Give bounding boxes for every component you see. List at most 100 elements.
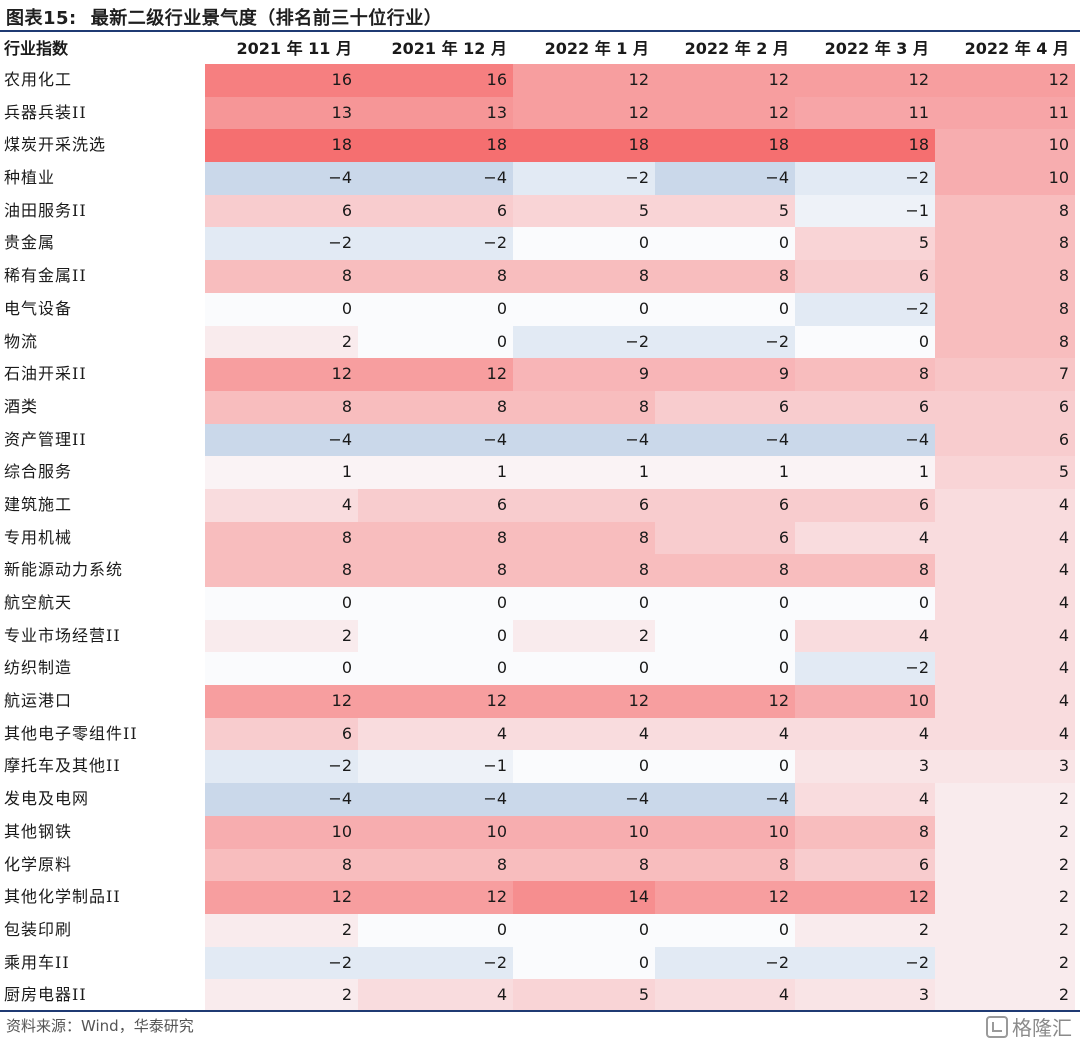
heat-cell: 0 xyxy=(358,652,513,686)
heat-cell: −4 xyxy=(205,162,358,195)
heat-cell: 4 xyxy=(935,685,1075,718)
heat-cell: 3 xyxy=(795,750,935,784)
heat-cell: 0 xyxy=(358,913,513,947)
heat-cell: 6 xyxy=(205,194,358,228)
heat-cell: 4 xyxy=(795,783,935,816)
table-row: 油田服务II 6 6 5 5 −1 8 xyxy=(0,194,1080,228)
heat-cell: −4 xyxy=(655,423,795,457)
heat-cell: 4 xyxy=(935,488,1075,522)
heat-cell: 0 xyxy=(655,652,795,686)
heat-cell: 2 xyxy=(935,848,1075,882)
heat-cell: −4 xyxy=(795,423,935,457)
heat-cell: 8 xyxy=(935,260,1075,293)
watermark: 格隆汇 xyxy=(986,1012,1072,1041)
header-month: 2022 年 2 月 xyxy=(684,39,789,58)
heat-cell: 12 xyxy=(205,358,358,391)
heat-cell: 0 xyxy=(358,587,513,620)
table-row: 石油开采II 12 12 9 9 8 7 xyxy=(0,358,1080,391)
heat-cell: 16 xyxy=(205,64,358,97)
heat-cell: 12 xyxy=(358,881,513,914)
heat-cell: 0 xyxy=(655,227,795,261)
industry-name: 专业市场经营II xyxy=(0,619,205,653)
heat-cell: −4 xyxy=(205,783,358,816)
heat-cell: 0 xyxy=(795,587,935,620)
industry-name: 物流 xyxy=(0,325,205,359)
heat-cell: 12 xyxy=(205,881,358,914)
heat-cell: 12 xyxy=(795,64,935,97)
heat-cell: −2 xyxy=(795,946,935,980)
bottom-rule xyxy=(0,1010,1080,1012)
heat-cell: 6 xyxy=(205,717,358,751)
industry-name: 厨房电器II xyxy=(0,979,205,1012)
heat-cell: 2 xyxy=(205,619,358,653)
heat-cell: 10 xyxy=(935,129,1075,163)
heat-cell: −2 xyxy=(513,162,655,195)
heat-cell: 8 xyxy=(205,521,358,555)
industry-name: 综合服务 xyxy=(0,456,205,489)
heat-cell: 2 xyxy=(205,913,358,947)
heat-cell: −2 xyxy=(655,325,795,359)
heat-cell: 8 xyxy=(513,390,655,424)
industry-name: 电气设备 xyxy=(0,292,205,326)
industry-name: 其他电子零组件II xyxy=(0,717,205,751)
table-row: 包装印刷 2 0 0 0 2 2 xyxy=(0,913,1080,947)
heat-cell: 0 xyxy=(655,587,795,620)
heat-cell: 3 xyxy=(935,750,1075,784)
heat-cell: 11 xyxy=(795,96,935,130)
table-row: 航空航天 0 0 0 0 0 4 xyxy=(0,587,1080,620)
table-row: 其他电子零组件II 6 4 4 4 4 4 xyxy=(0,717,1080,751)
table-row: 综合服务 1 1 1 1 1 5 xyxy=(0,456,1080,489)
heat-cell: 4 xyxy=(655,979,795,1012)
heat-cell: 4 xyxy=(935,619,1075,653)
heat-cell: −4 xyxy=(205,423,358,457)
table-header: 行业指数 2021 年 11 月 2021 年 12 月 2022 年 1 月 2022… xyxy=(0,34,1080,64)
heat-cell: 0 xyxy=(655,913,795,947)
heat-cell: 6 xyxy=(795,488,935,522)
industry-name: 稀有金属II xyxy=(0,260,205,293)
heat-cell: 8 xyxy=(358,521,513,555)
heat-cell: 4 xyxy=(513,717,655,751)
table-row: 乘用车II −2 −2 0 −2 −2 2 xyxy=(0,946,1080,980)
table-row: 化学原料 8 8 8 8 6 2 xyxy=(0,848,1080,882)
source-note: 资料来源：Wind，华泰研究 xyxy=(6,1017,194,1035)
heat-cell: −4 xyxy=(358,162,513,195)
heat-cell: 12 xyxy=(655,64,795,97)
heat-cell: 6 xyxy=(655,521,795,555)
heat-cell: 4 xyxy=(935,717,1075,751)
heat-cell: 8 xyxy=(358,390,513,424)
heat-cell: −2 xyxy=(205,750,358,784)
heat-cell: 0 xyxy=(205,292,358,326)
industry-name: 航运港口 xyxy=(0,685,205,718)
heat-cell: 6 xyxy=(795,390,935,424)
heat-cell: 12 xyxy=(655,685,795,718)
table-row: 摩托车及其他II −2 −1 0 0 3 3 xyxy=(0,750,1080,784)
heat-cell: 0 xyxy=(205,652,358,686)
heat-cell: 0 xyxy=(655,750,795,784)
heat-cell: 12 xyxy=(795,881,935,914)
heat-cell: −2 xyxy=(358,946,513,980)
heat-cell: 8 xyxy=(358,554,513,587)
heat-cell: 6 xyxy=(935,390,1075,424)
table-row: 厨房电器II 2 4 5 4 3 2 xyxy=(0,979,1080,1012)
heat-cell: 5 xyxy=(935,456,1075,489)
heat-cell: 4 xyxy=(655,717,795,751)
heat-cell: 4 xyxy=(935,587,1075,620)
heat-cell: 8 xyxy=(655,848,795,882)
industry-name: 农用化工 xyxy=(0,64,205,97)
heat-cell: −2 xyxy=(795,652,935,686)
heat-cell: 8 xyxy=(358,260,513,293)
heat-cell: 8 xyxy=(935,292,1075,326)
heat-cell: 12 xyxy=(655,96,795,130)
heat-cell: 8 xyxy=(513,848,655,882)
heat-cell: 1 xyxy=(513,456,655,489)
heat-cell: −1 xyxy=(795,194,935,228)
heat-cell: 14 xyxy=(513,881,655,914)
heat-cell: −2 xyxy=(513,325,655,359)
heat-cell: 9 xyxy=(655,358,795,391)
heat-cell: 10 xyxy=(358,815,513,849)
industry-name: 化学原料 xyxy=(0,848,205,882)
heat-cell: 4 xyxy=(935,554,1075,587)
header-industry: 行业指数 xyxy=(4,39,69,58)
industry-name: 兵器兵装II xyxy=(0,96,205,130)
table-row: 酒类 8 8 8 6 6 6 xyxy=(0,390,1080,424)
